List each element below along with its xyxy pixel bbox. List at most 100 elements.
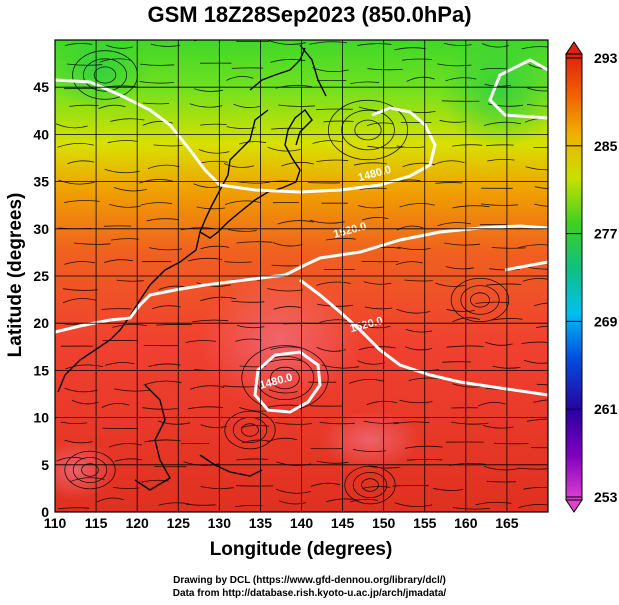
streamline — [104, 259, 134, 263]
streamline — [489, 268, 520, 271]
y-tick-40: 40 — [33, 126, 49, 142]
streamline — [105, 362, 135, 366]
streamline — [399, 399, 433, 404]
streamline — [534, 302, 548, 307]
streamline — [452, 205, 490, 209]
x-tick-labels: 110 115 120 125 130 135 140 145 150 155 160 165 — [44, 515, 519, 531]
streamline — [444, 242, 480, 246]
x-tick-125: 125 — [167, 515, 191, 531]
streamline — [144, 439, 181, 443]
coastlines — [57, 44, 327, 491]
streamline — [443, 42, 472, 46]
streamline — [153, 144, 183, 147]
colorbar-scale — [565, 53, 583, 501]
streamline — [394, 47, 426, 51]
streamline — [64, 387, 98, 393]
streamline — [399, 203, 435, 208]
streamline — [366, 400, 398, 406]
streamline — [149, 247, 183, 251]
streamline — [158, 502, 190, 506]
streamline — [223, 163, 255, 168]
streamline — [396, 308, 431, 314]
streamline — [105, 44, 133, 49]
credit-data: Data from http://database.rish.kyoto-u.a… — [172, 588, 447, 599]
colorbar-label-277: 277 — [594, 226, 618, 242]
streamline — [267, 288, 304, 292]
streamline — [268, 40, 306, 45]
streamline — [273, 306, 302, 310]
vortex-ring — [224, 410, 276, 450]
streamline — [394, 502, 433, 508]
plot-frame — [54, 39, 549, 513]
streamline — [487, 103, 524, 107]
streamline — [435, 282, 467, 287]
streamline — [523, 486, 548, 490]
vortex-ring — [72, 456, 108, 483]
streamline — [405, 346, 433, 351]
vortex-ring — [341, 109, 395, 151]
streamline — [139, 81, 175, 84]
streamline — [110, 118, 145, 122]
streamline — [363, 420, 399, 424]
x-tick-160: 160 — [454, 515, 478, 531]
vortex-ring — [81, 463, 99, 477]
streamline — [534, 203, 548, 207]
streamline — [310, 482, 340, 487]
streamline — [485, 341, 513, 346]
streamline — [523, 359, 548, 364]
streamline — [402, 58, 433, 61]
streamline — [139, 63, 175, 66]
streamline — [534, 186, 548, 189]
streamline — [364, 306, 393, 310]
streamline — [185, 340, 217, 343]
streamline — [183, 461, 220, 466]
streamline — [442, 361, 471, 363]
y-tick-35: 35 — [33, 174, 49, 190]
streamline — [64, 439, 93, 444]
streamline — [200, 424, 227, 429]
streamline — [393, 421, 430, 425]
streamline — [312, 140, 343, 144]
colorbar-label-269: 269 — [594, 313, 618, 329]
streamline — [150, 43, 181, 47]
streamline — [395, 261, 423, 266]
streamline — [64, 43, 93, 46]
y-tick-25: 25 — [33, 268, 49, 284]
streamline — [192, 319, 229, 323]
y-tick-15: 15 — [33, 362, 49, 378]
streamline — [281, 161, 314, 167]
vortex-ring — [327, 99, 408, 161]
x-tick-150: 150 — [372, 515, 396, 531]
streamline — [491, 247, 526, 249]
colorbar-bottom-arrow — [565, 499, 583, 513]
vortex-ring — [469, 292, 490, 308]
colorbar-label-285: 285 — [594, 138, 618, 154]
vortex-ring — [361, 478, 379, 492]
streamline — [452, 507, 490, 510]
streamline — [60, 421, 88, 424]
streamline — [114, 458, 142, 462]
streamline — [316, 159, 349, 162]
streamline — [231, 300, 265, 303]
streamline — [111, 238, 139, 241]
streamline — [104, 168, 140, 174]
streamline — [480, 203, 518, 206]
streamline — [486, 283, 522, 286]
streamline — [325, 238, 356, 241]
streamline — [518, 504, 548, 509]
vortex-ring — [352, 471, 388, 498]
streamline — [73, 242, 111, 245]
streamline — [437, 222, 471, 227]
streamline — [139, 179, 173, 184]
streamline — [185, 503, 216, 506]
streamline — [357, 360, 385, 365]
streamline — [236, 241, 273, 244]
streamline — [397, 246, 431, 251]
streamline — [236, 458, 269, 461]
streamline — [141, 202, 173, 206]
streamline — [486, 480, 517, 483]
streamline — [156, 324, 192, 326]
streamline — [267, 437, 298, 443]
streamline — [451, 421, 489, 425]
